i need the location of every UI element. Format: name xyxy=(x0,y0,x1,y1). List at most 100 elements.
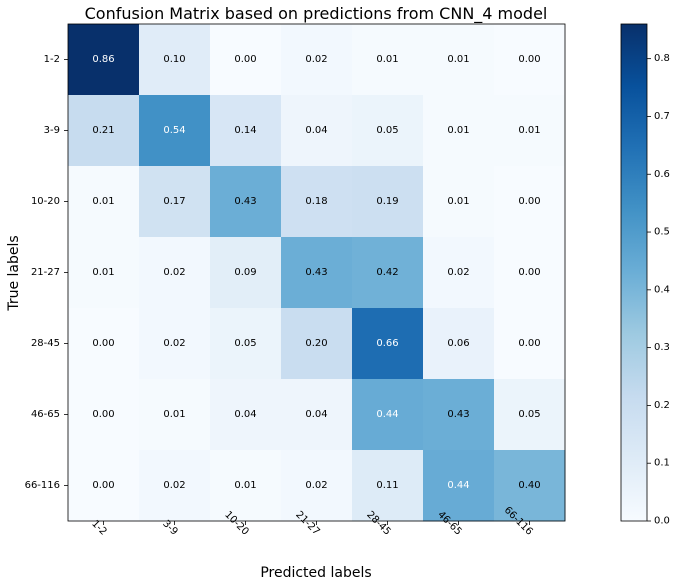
cell-value-label: 0.43 xyxy=(305,267,327,278)
colorbar-tick-label: 0.0 xyxy=(654,516,670,527)
colorbar-tick-label: 0.5 xyxy=(654,227,670,238)
colorbar-tick-label: 0.1 xyxy=(654,458,670,469)
y-tick-label: 1-2 xyxy=(44,54,60,65)
heatmap-cell xyxy=(423,95,495,167)
heatmap-cell xyxy=(210,95,282,167)
y-tick-label: 46-65 xyxy=(31,409,60,420)
cell-value-label: 0.01 xyxy=(234,480,256,491)
heatmap-cell xyxy=(352,308,424,380)
cell-value-label: 0.00 xyxy=(92,480,114,491)
heatmap-cell xyxy=(139,237,211,309)
heatmap-cell xyxy=(68,237,140,309)
cell-value-label: 0.00 xyxy=(92,409,114,420)
heatmap-cell xyxy=(68,95,140,167)
cell-value-label: 0.42 xyxy=(376,267,398,278)
colorbar-tick-label: 0.7 xyxy=(654,111,670,122)
cell-value-label: 0.44 xyxy=(376,409,398,420)
cell-value-label: 0.01 xyxy=(518,125,540,136)
cell-value-label: 0.00 xyxy=(518,338,540,349)
heatmap-cell xyxy=(281,24,353,96)
colorbar-tick-label: 0.2 xyxy=(654,400,670,411)
heatmap-cell xyxy=(423,166,495,238)
x-axis-label: Predicted labels xyxy=(260,565,371,581)
cell-value-label: 0.02 xyxy=(447,267,469,278)
heatmap-cell-labels: 0.86 0.10 0.00 0.02 0.01 0.01 0.00 0.21 0.54 0.14… xyxy=(92,54,540,491)
heatmap-cell xyxy=(352,95,424,167)
heatmap-cell xyxy=(423,450,495,522)
heatmap-cell xyxy=(494,308,566,380)
heatmap-cell xyxy=(210,237,282,309)
heatmap-cell xyxy=(68,308,140,380)
heatmap-cell xyxy=(281,450,353,522)
heatmap-cell xyxy=(68,166,140,238)
heatmap-cell xyxy=(139,95,211,167)
cell-value-label: 0.01 xyxy=(447,125,469,136)
cell-value-label: 0.20 xyxy=(305,338,327,349)
cell-value-label: 0.43 xyxy=(447,409,469,420)
heatmap-cell xyxy=(494,379,566,451)
cell-value-label: 0.19 xyxy=(376,196,398,207)
cell-value-label: 0.02 xyxy=(305,480,327,491)
heatmap-cell xyxy=(352,379,424,451)
cell-value-label: 0.18 xyxy=(305,196,327,207)
cell-value-label: 0.00 xyxy=(518,267,540,278)
heatmap-cell xyxy=(68,24,140,96)
cell-value-label: 0.40 xyxy=(518,480,540,491)
colorbar-tick-label: 0.4 xyxy=(654,284,670,295)
cell-value-label: 0.04 xyxy=(305,409,327,420)
cell-value-label: 0.10 xyxy=(163,54,185,65)
cell-value-label: 0.44 xyxy=(447,480,469,491)
y-tick-label: 66-116 xyxy=(25,480,60,491)
heatmap-cell xyxy=(494,237,566,309)
y-tick-label: 28-45 xyxy=(31,338,60,349)
cell-value-label: 0.00 xyxy=(518,196,540,207)
cell-value-label: 0.11 xyxy=(376,480,398,491)
colorbar-tick-label: 0.6 xyxy=(654,169,670,180)
cell-value-label: 0.02 xyxy=(305,54,327,65)
cell-value-label: 0.02 xyxy=(163,267,185,278)
cell-value-label: 0.00 xyxy=(92,338,114,349)
cell-value-label: 0.01 xyxy=(92,196,114,207)
cell-value-label: 0.05 xyxy=(234,338,256,349)
cell-value-label: 0.21 xyxy=(92,125,114,136)
colorbar-ticks: 0.0 0.1 0.2 0.3 0.4 0.5 0.6 0.7 0.8 xyxy=(647,53,670,527)
heatmap-cell xyxy=(494,95,566,167)
y-axis-ticks: 1-2 3-9 10-20 21-27 28-45 46-65 66-116 xyxy=(25,54,68,491)
cell-value-label: 0.01 xyxy=(163,409,185,420)
cell-value-label: 0.00 xyxy=(234,54,256,65)
chart-title: Confusion Matrix based on predictions fr… xyxy=(85,4,548,24)
cell-value-label: 0.01 xyxy=(447,54,469,65)
cell-value-label: 0.01 xyxy=(447,196,469,207)
cell-value-label: 0.02 xyxy=(163,480,185,491)
cell-value-label: 0.66 xyxy=(376,338,398,349)
heatmap-cell xyxy=(494,450,566,522)
heatmap-cell xyxy=(423,24,495,96)
heatmap-cell xyxy=(281,237,353,309)
heatmap-cell xyxy=(423,308,495,380)
heatmap-cell xyxy=(352,237,424,309)
heatmap-cell xyxy=(139,450,211,522)
heatmap-cell xyxy=(494,24,566,96)
cell-value-label: 0.06 xyxy=(447,338,469,349)
heatmap-cell xyxy=(139,308,211,380)
cell-value-label: 0.04 xyxy=(234,409,256,420)
cell-value-label: 0.05 xyxy=(376,125,398,136)
heatmap-cell xyxy=(68,450,140,522)
colorbar-tick-label: 0.8 xyxy=(654,53,670,64)
cell-value-label: 0.04 xyxy=(305,125,327,136)
heatmap-cell xyxy=(423,237,495,309)
heatmap-cell xyxy=(281,95,353,167)
y-axis-label: True labels xyxy=(6,235,22,311)
heatmap-cell xyxy=(352,450,424,522)
heatmap-cell xyxy=(210,450,282,522)
y-tick-label: 10-20 xyxy=(31,196,60,207)
heatmap-cell xyxy=(139,24,211,96)
heatmap-cells xyxy=(68,24,566,522)
heatmap-cell xyxy=(210,308,282,380)
heatmap-cell xyxy=(210,24,282,96)
heatmap-cell xyxy=(210,379,282,451)
heatmap-cell xyxy=(423,379,495,451)
cell-value-label: 0.05 xyxy=(518,409,540,420)
cell-value-label: 0.01 xyxy=(376,54,398,65)
